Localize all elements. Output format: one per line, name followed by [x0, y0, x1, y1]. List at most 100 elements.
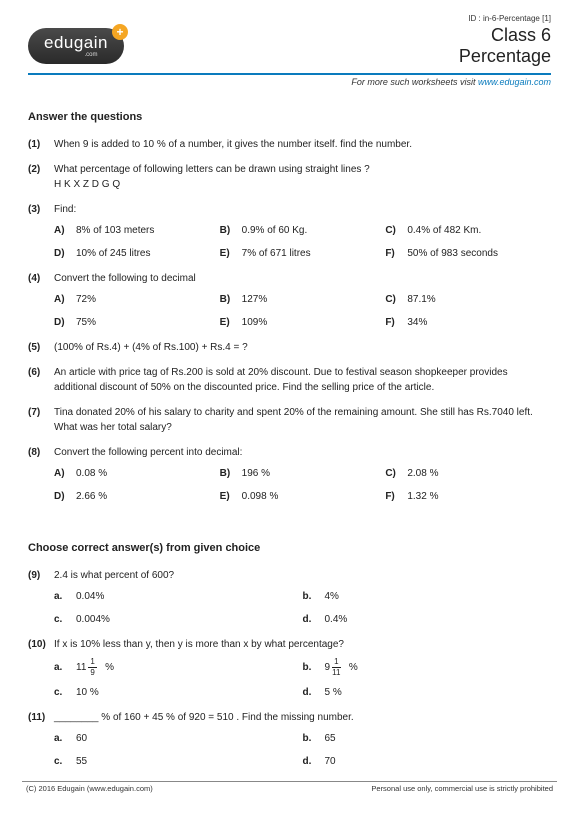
opt-value: 5 %: [325, 685, 342, 700]
opt-label: c.: [54, 612, 76, 627]
frac-num: 1: [332, 658, 340, 668]
section-answer-head: Answer the questions: [28, 111, 551, 123]
q-text: An article with price tag of Rs.200 is s…: [54, 365, 551, 395]
q-body: Convert the following to decimal A)72% B…: [54, 271, 551, 330]
opt-label: a.: [54, 731, 76, 746]
option-d: d.5 %: [303, 685, 552, 700]
title-block: Class 6 Percentage: [459, 25, 551, 67]
frac-den: 9: [90, 668, 94, 677]
opt-label: a.: [54, 660, 76, 675]
q-text: 2.4 is what percent of 600?: [54, 568, 551, 583]
option-c: c.10 %: [54, 685, 303, 700]
opt-label: c.: [54, 754, 76, 769]
opt-value: 1.32 %: [407, 489, 438, 504]
opt-value: 0.098 %: [242, 489, 279, 504]
opt-value: 72%: [76, 292, 96, 307]
question-8: (8) Convert the following percent into d…: [28, 445, 551, 504]
q-num: (2): [28, 162, 54, 192]
opt-value: 55: [76, 754, 87, 769]
opt-label: D): [54, 489, 76, 504]
option-b: b.65: [303, 731, 552, 746]
opt-label: C): [385, 466, 407, 481]
q-num: (11): [28, 710, 54, 769]
opt-label: D): [54, 315, 76, 330]
question-1: (1) When 9 is added to 10 % of a number,…: [28, 137, 551, 152]
options-grid: A)0.08 % B)196 % C)2.08 % D)2.66 % E)0.0…: [54, 466, 551, 504]
q-body: Convert the following percent into decim…: [54, 445, 551, 504]
opt-label: E): [220, 246, 242, 261]
opt-value: 0.004%: [76, 612, 110, 627]
option-e: E)109%: [220, 315, 386, 330]
option-b: B)0.9% of 60 Kg.: [220, 223, 386, 238]
opt-label: F): [385, 315, 407, 330]
q-text: Convert the following percent into decim…: [54, 445, 551, 460]
opt-value: 0.9% of 60 Kg.: [242, 223, 308, 238]
q-num: (3): [28, 202, 54, 261]
opt-value: 0.08 %: [76, 466, 107, 481]
opt-label: E): [220, 315, 242, 330]
q-body: Find: A)8% of 103 meters B)0.9% of 60 Kg…: [54, 202, 551, 261]
option-d: d.0.4%: [303, 612, 552, 627]
opt-value: 196 %: [242, 466, 270, 481]
option-d: D)2.66 %: [54, 489, 220, 504]
opt-label: D): [54, 246, 76, 261]
opt-label: b.: [303, 589, 325, 604]
q-num: (8): [28, 445, 54, 504]
frac-whole: 9: [325, 660, 331, 675]
option-a: a.0.04%: [54, 589, 303, 604]
q-num: (6): [28, 365, 54, 395]
options-grid: A)8% of 103 meters B)0.9% of 60 Kg. C)0.…: [54, 223, 551, 261]
question-3: (3) Find: A)8% of 103 meters B)0.9% of 6…: [28, 202, 551, 261]
question-6: (6) An article with price tag of Rs.200 …: [28, 365, 551, 395]
opt-value: 7% of 671 litres: [242, 246, 311, 261]
frac-suffix: %: [341, 662, 358, 673]
option-a: A)72%: [54, 292, 220, 307]
opt-value: 70: [325, 754, 336, 769]
option-b: b.4%: [303, 589, 552, 604]
header-rule: [28, 73, 551, 75]
opt-label: d.: [303, 612, 325, 627]
opt-value: 50% of 983 seconds: [407, 246, 498, 261]
visit-prefix: For more such worksheets visit: [351, 77, 478, 87]
question-9: (9) 2.4 is what percent of 600? a.0.04% …: [28, 568, 551, 627]
q-text: What percentage of following letters can…: [54, 162, 551, 177]
option-a: A)8% of 103 meters: [54, 223, 220, 238]
visit-link[interactable]: www.edugain.com: [478, 77, 551, 87]
plus-icon: +: [112, 24, 128, 40]
option-c: C)0.4% of 482 Km.: [385, 223, 551, 238]
q-text: Convert the following to decimal: [54, 271, 551, 286]
opt-value: 10% of 245 litres: [76, 246, 151, 261]
option-b: B)127%: [220, 292, 386, 307]
visit-line: For more such worksheets visit www.eduga…: [28, 77, 551, 87]
mixed-fraction: 11 1 9: [76, 658, 97, 677]
opt-label: A): [54, 223, 76, 238]
opt-value: 4%: [325, 589, 339, 604]
opt-label: B): [220, 292, 242, 307]
opt-label: F): [385, 489, 407, 504]
option-d: D)10% of 245 litres: [54, 246, 220, 261]
opt-value: 0.04%: [76, 589, 104, 604]
opt-value: 2.08 %: [407, 466, 438, 481]
option-d: d.70: [303, 754, 552, 769]
option-a: a. 11 1 9 %: [54, 658, 303, 677]
q-text: Tina donated 20% of his salary to charit…: [54, 405, 551, 435]
option-d: D)75%: [54, 315, 220, 330]
question-11: (11) ________ % of 160 + 45 % of 920 = 5…: [28, 710, 551, 769]
opt-label: C): [385, 223, 407, 238]
option-c: c.55: [54, 754, 303, 769]
option-e: E)7% of 671 litres: [220, 246, 386, 261]
mixed-fraction: 9 1 11: [325, 658, 341, 677]
footer: (C) 2016 Edugain (www.edugain.com) Perso…: [22, 781, 557, 793]
question-4: (4) Convert the following to decimal A)7…: [28, 271, 551, 330]
opt-label: d.: [303, 685, 325, 700]
option-e: E)0.098 %: [220, 489, 386, 504]
logo-text: edugain: [44, 34, 108, 51]
frac-num: 1: [88, 658, 96, 668]
opt-value: 60: [76, 731, 87, 746]
q-text: ________ % of 160 + 45 % of 920 = 510 . …: [54, 710, 551, 725]
question-2: (2) What percentage of following letters…: [28, 162, 551, 192]
opt-label: a.: [54, 589, 76, 604]
worksheet-page: ID : in-6-Percentage [1] edugain .com + …: [0, 0, 579, 777]
q-num: (4): [28, 271, 54, 330]
opt-value: 10 %: [76, 685, 99, 700]
